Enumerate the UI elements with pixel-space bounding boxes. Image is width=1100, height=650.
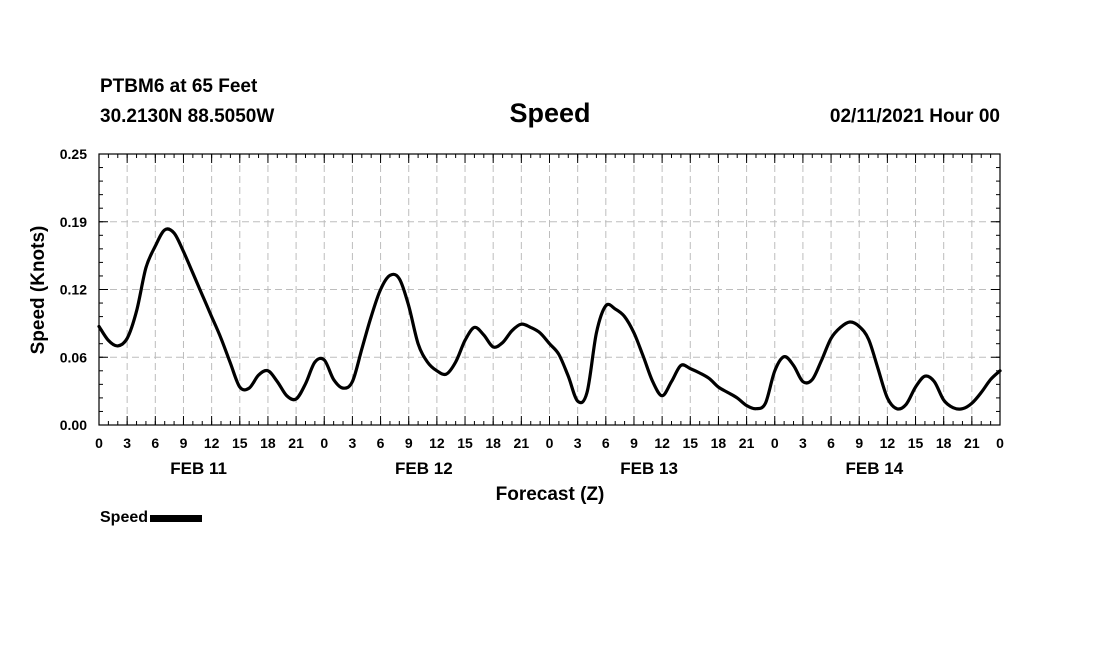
x-tick-label: 15: [682, 435, 698, 451]
y-tick-label: 0.12: [60, 282, 87, 298]
y-axis-title: Speed (Knots): [28, 226, 49, 355]
x-tick-label: 12: [429, 435, 445, 451]
y-tick-label: 0.19: [60, 214, 87, 230]
day-label: FEB 11: [170, 459, 227, 478]
chart-title: Speed: [509, 98, 591, 128]
x-tick-label: 9: [405, 435, 413, 451]
day-label: FEB 14: [846, 459, 904, 478]
x-tick-label: 21: [739, 435, 755, 451]
grid-lines: [99, 154, 1000, 425]
y-tick-label: 0.06: [60, 349, 87, 365]
x-tick-label: 18: [936, 435, 952, 451]
x-tick-label: 6: [602, 435, 610, 451]
legend: Speed: [100, 509, 203, 527]
x-tick-label: 12: [654, 435, 670, 451]
x-tick-label: 3: [799, 435, 807, 451]
x-tick-label: 21: [514, 435, 530, 451]
run-time-label: 02/11/2021 Hour 00: [829, 106, 1000, 127]
x-tick-label: 21: [288, 435, 304, 451]
x-tick-label: 0: [996, 435, 1004, 451]
x-tick-label: 9: [630, 435, 638, 451]
x-tick-label: 15: [232, 435, 248, 451]
x-tick-label: 15: [908, 435, 924, 451]
axis-ticks: [98, 153, 1001, 426]
x-tick-label: 6: [827, 435, 835, 451]
y-tick-labels: 0.00 0.06 0.12 0.19 0.25: [60, 146, 87, 433]
day-label: FEB 12: [395, 459, 453, 478]
x-tick-label: 18: [711, 435, 727, 451]
day-labels: FEB 11 FEB 12 FEB 13 FEB 14: [170, 459, 903, 478]
y-tick-label: 0.00: [60, 417, 87, 433]
x-tick-label: 6: [377, 435, 385, 451]
x-tick-label: 3: [123, 435, 131, 451]
coordinates-label: 30.2130N 88.5050W: [100, 106, 275, 127]
legend-swatch: [150, 514, 203, 522]
x-tick-label: 3: [574, 435, 582, 451]
day-label: FEB 13: [620, 459, 678, 478]
speed-series-line: [97, 227, 1002, 411]
x-tick-label: 3: [349, 435, 357, 451]
legend-label: Speed: [100, 509, 149, 526]
x-axis-title: Forecast (Z): [496, 484, 605, 505]
y-tick-label: 0.25: [60, 146, 87, 162]
x-tick-label: 0: [771, 435, 779, 451]
x-tick-label: 9: [180, 435, 188, 451]
x-tick-label: 12: [204, 435, 220, 451]
x-tick-labels: 0 3 6 9 12 15 18 21 0 3 6 9 12 15 18 21 0 3 6 9 12 15 18 21 0 3 6 9…: [95, 435, 1004, 451]
x-tick-label: 9: [855, 435, 863, 451]
x-tick-label: 6: [151, 435, 159, 451]
x-tick-label: 12: [880, 435, 896, 451]
station-label: PTBM6 at 65 Feet: [100, 76, 258, 97]
x-tick-label: 18: [485, 435, 501, 451]
x-tick-label: 15: [457, 435, 473, 451]
plot-frame: [98, 153, 1001, 426]
x-tick-label: 0: [95, 435, 103, 451]
x-tick-label: 0: [320, 435, 328, 451]
x-tick-label: 0: [546, 435, 554, 451]
x-tick-label: 18: [260, 435, 276, 451]
x-tick-label: 21: [964, 435, 980, 451]
